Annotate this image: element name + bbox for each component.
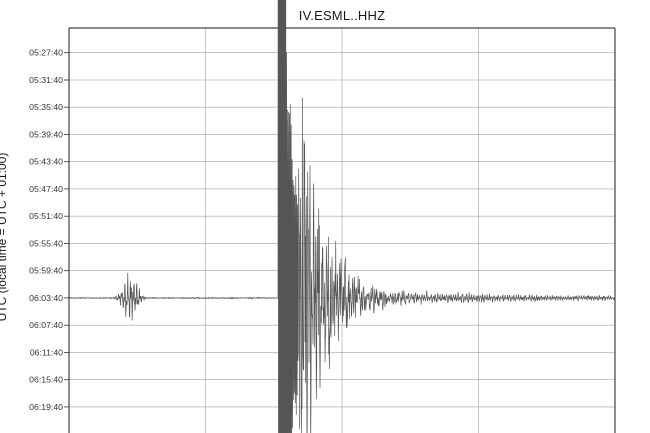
svg-text:05:47:40: 05:47:40 [29,184,63,194]
svg-text:05:55:40: 05:55:40 [29,238,63,248]
svg-text:05:27:40: 05:27:40 [29,48,63,58]
svg-text:06:03:40: 06:03:40 [29,293,63,303]
svg-text:05:39:40: 05:39:40 [29,129,63,139]
svg-text:05:59:40: 05:59:40 [29,266,63,276]
svg-text:05:51:40: 05:51:40 [29,211,63,221]
svg-text:05:43:40: 05:43:40 [29,157,63,167]
svg-text:06:11:40: 06:11:40 [30,347,63,357]
svg-text:06:15:40: 06:15:40 [29,375,63,385]
svg-text:05:35:40: 05:35:40 [29,102,63,112]
svg-text:06:07:40: 06:07:40 [29,320,63,330]
svg-text:06:19:40: 06:19:40 [29,402,63,412]
svg-text:05:31:40: 05:31:40 [29,75,63,85]
